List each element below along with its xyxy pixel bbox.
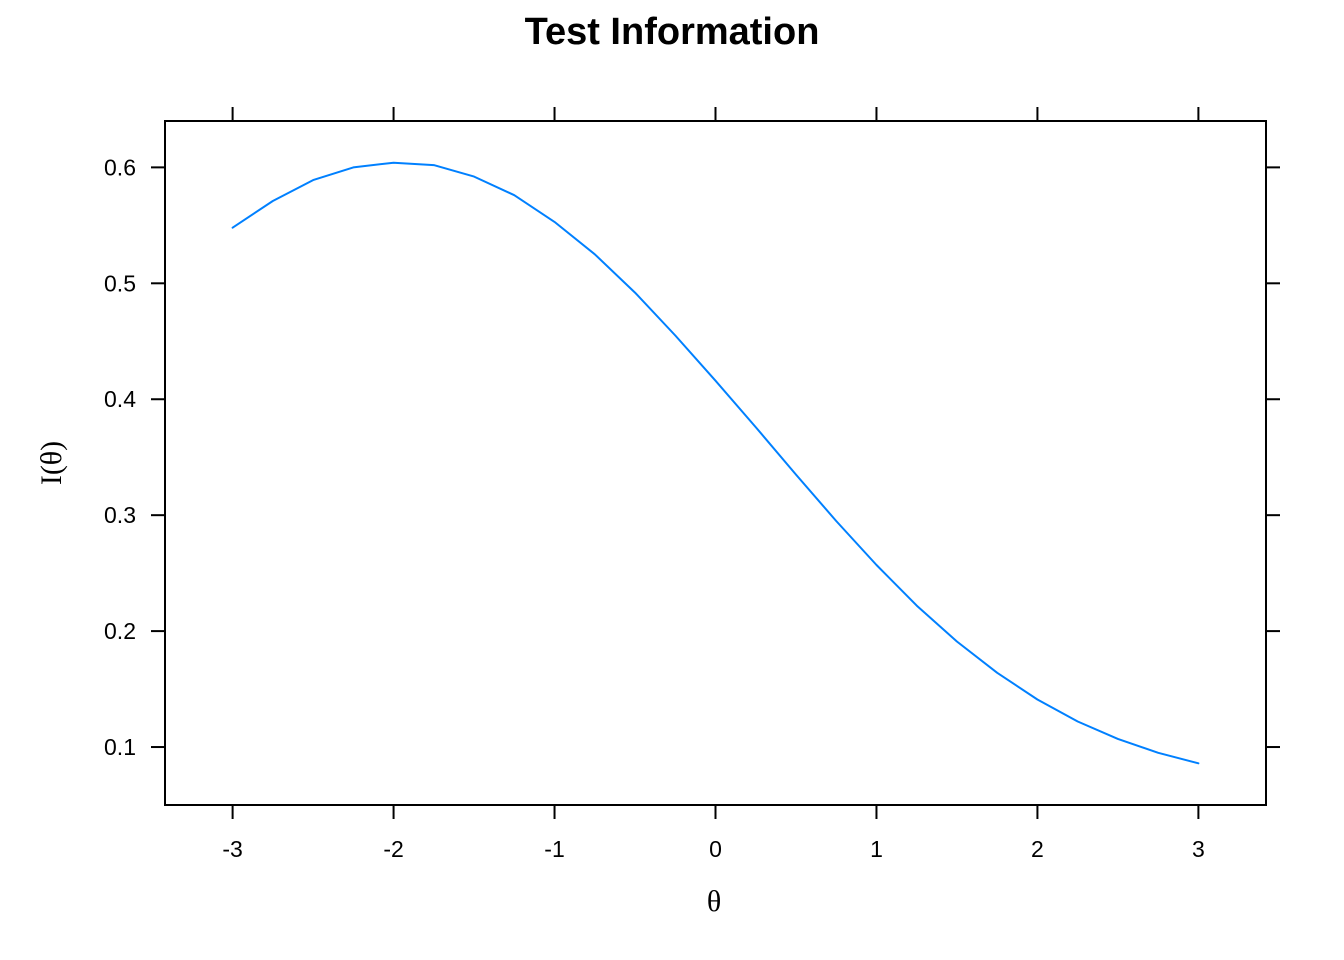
chart-title: Test Information [525,11,820,53]
y-tick-label: 0.1 [104,734,136,760]
series-line [231,161,1200,765]
x-tick-label: 3 [1192,836,1205,862]
x-tick-label: -3 [222,836,242,862]
y-tick-label: 0.5 [104,270,136,296]
x-tick-label: 0 [709,836,722,862]
x-axis-ticks: -3 -2 -1 0 1 2 3 [222,107,1205,862]
series-group [231,161,1200,765]
plot-frame [164,120,1267,806]
x-tick-label: 1 [870,836,883,862]
y-axis-label: I(θ) [35,441,68,485]
y-tick-label: 0.4 [104,386,136,412]
x-tick-label: 2 [1031,836,1044,862]
x-tick-label: -2 [383,836,403,862]
x-axis-label: θ [707,885,721,918]
y-tick-label: 0.2 [104,618,136,644]
y-axis-ticks: 0.1 0.2 0.3 0.4 0.5 0.6 [104,154,1280,760]
x-tick-label: -1 [544,836,564,862]
y-tick-label: 0.3 [104,502,136,528]
y-tick-label: 0.6 [104,154,136,180]
